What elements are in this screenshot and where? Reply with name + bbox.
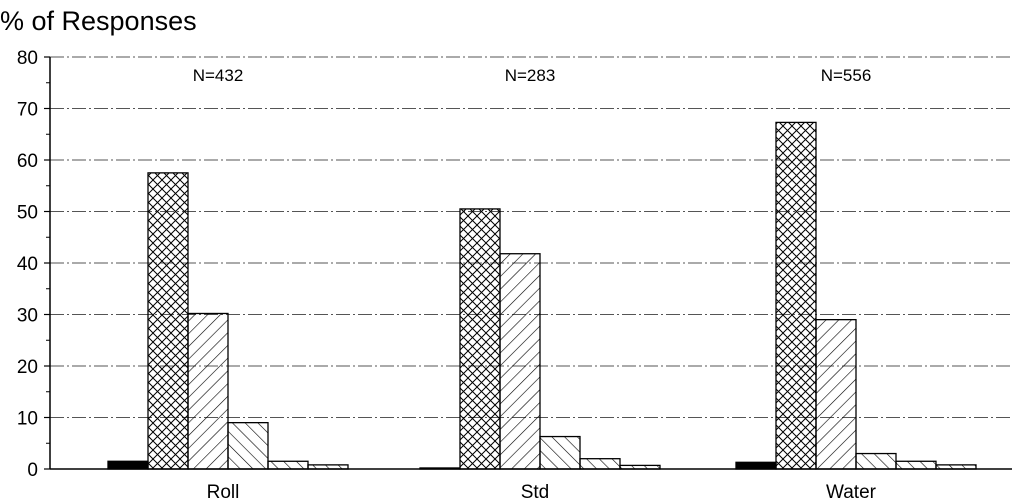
bar-std-2 bbox=[459, 208, 501, 470]
y-axis-title: % of Responses bbox=[0, 6, 197, 36]
sample-size-labels: N=432 N=283 N=556 bbox=[193, 66, 872, 85]
bar-std-3 bbox=[499, 253, 541, 470]
bar-std-5 bbox=[579, 458, 621, 470]
bar-water-3 bbox=[815, 318, 857, 470]
bar-water-2 bbox=[775, 121, 817, 470]
y-tick-label: 80 bbox=[17, 48, 38, 69]
y-tick-label: 10 bbox=[17, 409, 38, 430]
sample-size-label: N=556 bbox=[821, 66, 872, 85]
x-category-label: Roll bbox=[207, 482, 240, 503]
x-category-label: Std bbox=[521, 482, 550, 503]
bar-roll-4 bbox=[227, 421, 269, 470]
bar-water-4 bbox=[855, 452, 897, 470]
x-category-label: Water bbox=[826, 482, 877, 503]
bar-roll-3 bbox=[187, 312, 229, 470]
y-tick-label: 70 bbox=[17, 100, 38, 121]
y-tick-label: 30 bbox=[17, 306, 38, 327]
x-axis-labels: Roll Std Water bbox=[207, 482, 877, 503]
sample-size-label: N=432 bbox=[193, 66, 244, 85]
bars bbox=[107, 121, 977, 470]
bar-water-5 bbox=[895, 460, 937, 470]
bar-roll-2 bbox=[147, 172, 189, 470]
y-tick-label: 60 bbox=[17, 151, 38, 172]
y-tick-label: 20 bbox=[17, 357, 38, 378]
y-tick-label: 0 bbox=[27, 460, 38, 481]
y-tick-label: 50 bbox=[17, 203, 38, 224]
bar-roll-5 bbox=[267, 460, 309, 470]
y-axis-ticks: 0 10 20 30 40 50 60 70 80 bbox=[17, 48, 50, 481]
sample-size-label: N=283 bbox=[505, 66, 556, 85]
bar-roll-1 bbox=[107, 460, 149, 470]
bar-std-4 bbox=[539, 435, 581, 470]
y-tick-label: 40 bbox=[17, 254, 38, 275]
bar-water-1 bbox=[735, 461, 777, 470]
